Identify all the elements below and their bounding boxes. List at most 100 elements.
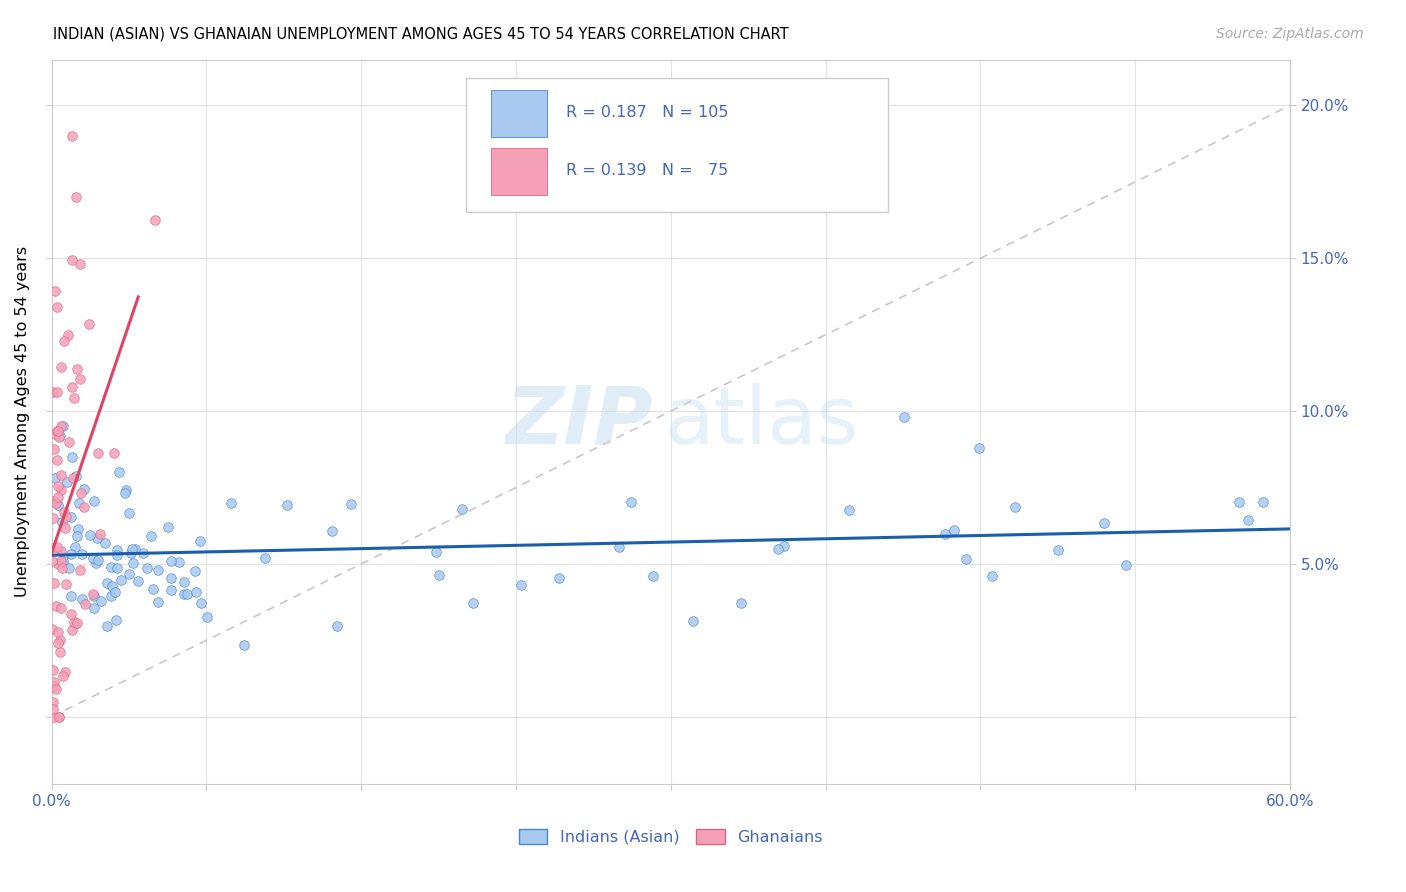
Point bbox=[53, 334, 76, 348]
Point bbox=[169, 555, 191, 569]
Point bbox=[46, 301, 69, 315]
Point bbox=[60, 450, 83, 464]
Point bbox=[51, 554, 73, 568]
Point bbox=[107, 465, 129, 479]
Point bbox=[89, 527, 111, 541]
Legend: Indians (Asian), Ghanaians: Indians (Asian), Ghanaians bbox=[519, 829, 823, 845]
Point bbox=[114, 485, 136, 500]
Point bbox=[87, 445, 110, 459]
Point bbox=[132, 546, 155, 560]
Point bbox=[63, 615, 86, 630]
Point bbox=[461, 596, 484, 610]
Point bbox=[143, 213, 166, 227]
Point bbox=[100, 560, 122, 574]
Point bbox=[1236, 513, 1258, 527]
Point bbox=[42, 442, 65, 456]
Point bbox=[643, 569, 665, 583]
Point bbox=[66, 529, 89, 543]
Point bbox=[59, 547, 82, 561]
Point bbox=[48, 710, 70, 724]
Point bbox=[83, 589, 105, 603]
Bar bbox=[491, 148, 547, 195]
Point bbox=[41, 622, 63, 636]
Point bbox=[55, 576, 77, 591]
Point bbox=[46, 424, 69, 438]
Point bbox=[427, 568, 450, 582]
Point bbox=[105, 613, 128, 627]
Point bbox=[1115, 558, 1137, 573]
Point bbox=[42, 710, 65, 724]
Point bbox=[62, 471, 84, 485]
Point bbox=[45, 495, 67, 509]
Point bbox=[52, 419, 75, 434]
Point bbox=[955, 551, 977, 566]
Point bbox=[66, 615, 89, 630]
Point bbox=[96, 619, 118, 633]
Point bbox=[48, 430, 70, 444]
Point bbox=[893, 410, 915, 425]
Point bbox=[160, 554, 183, 568]
Point bbox=[52, 554, 75, 568]
Point bbox=[146, 563, 169, 577]
Point bbox=[84, 556, 107, 570]
Point bbox=[49, 632, 72, 647]
Point bbox=[110, 574, 132, 588]
Point bbox=[967, 441, 990, 455]
Point bbox=[176, 587, 198, 601]
Point bbox=[65, 469, 87, 483]
Point bbox=[118, 506, 141, 520]
Point bbox=[45, 540, 67, 554]
Point bbox=[41, 541, 63, 555]
Point bbox=[188, 534, 211, 549]
Point bbox=[100, 589, 122, 603]
Point bbox=[86, 531, 108, 545]
Point bbox=[184, 584, 207, 599]
Point bbox=[340, 497, 363, 511]
Point bbox=[63, 617, 86, 632]
Point bbox=[69, 257, 91, 271]
Point bbox=[105, 561, 128, 575]
Point bbox=[70, 486, 93, 500]
Text: atlas: atlas bbox=[665, 383, 859, 461]
Point bbox=[1004, 500, 1026, 514]
Point bbox=[58, 561, 80, 575]
Point bbox=[101, 579, 124, 593]
Point bbox=[44, 471, 66, 485]
Point bbox=[120, 546, 142, 560]
Point bbox=[219, 496, 242, 510]
Point bbox=[105, 543, 128, 558]
Point bbox=[60, 589, 83, 603]
Point bbox=[173, 575, 195, 590]
Point bbox=[51, 544, 73, 558]
Point bbox=[59, 607, 82, 622]
Point bbox=[44, 285, 66, 299]
Point bbox=[173, 587, 195, 601]
Text: Source: ZipAtlas.com: Source: ZipAtlas.com bbox=[1216, 27, 1364, 41]
Point bbox=[63, 540, 86, 554]
Point bbox=[70, 547, 93, 561]
Point bbox=[142, 582, 165, 596]
Point bbox=[183, 564, 205, 578]
Point bbox=[44, 427, 66, 442]
Point bbox=[981, 569, 1004, 583]
Point bbox=[122, 556, 145, 570]
Point bbox=[121, 542, 143, 557]
Point bbox=[139, 529, 162, 543]
Point bbox=[77, 317, 100, 331]
Point bbox=[1092, 516, 1115, 530]
Point bbox=[48, 710, 70, 724]
Point bbox=[52, 669, 75, 683]
Point bbox=[42, 702, 65, 716]
Point bbox=[773, 539, 796, 553]
Point bbox=[46, 636, 69, 650]
Point bbox=[45, 681, 67, 696]
Point bbox=[451, 502, 474, 516]
Point bbox=[79, 528, 101, 542]
Point bbox=[160, 570, 183, 584]
Point bbox=[510, 578, 533, 592]
Point bbox=[934, 526, 956, 541]
Y-axis label: Unemployment Among Ages 45 to 54 years: Unemployment Among Ages 45 to 54 years bbox=[15, 246, 30, 598]
Point bbox=[66, 522, 89, 536]
Point bbox=[60, 252, 83, 267]
Point bbox=[45, 384, 67, 399]
